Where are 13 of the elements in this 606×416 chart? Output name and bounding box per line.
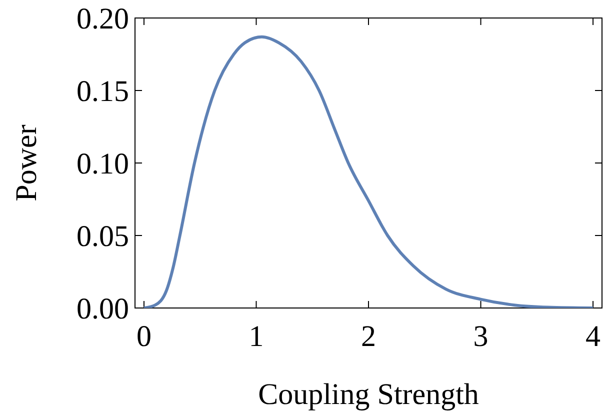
y-tick-label: 0.20 — [76, 2, 129, 36]
y-tick-label: 0.05 — [76, 220, 129, 253]
x-tick-label: 1 — [248, 320, 264, 353]
x-tick-label: 3 — [473, 320, 488, 353]
y-tick-label: 0.00 — [76, 292, 129, 326]
line-series — [142, 35, 595, 308]
y-tick-label: 0.10 — [76, 148, 129, 180]
x-tick-label: 0 — [136, 320, 152, 353]
x-axis-title: Coupling Strength — [258, 378, 479, 411]
x-tick-label: 4 — [586, 320, 601, 353]
y-tick-label: 0.15 — [76, 75, 129, 108]
x-tick-label: 2 — [361, 320, 376, 353]
y-axis-title: Power — [10, 124, 43, 202]
